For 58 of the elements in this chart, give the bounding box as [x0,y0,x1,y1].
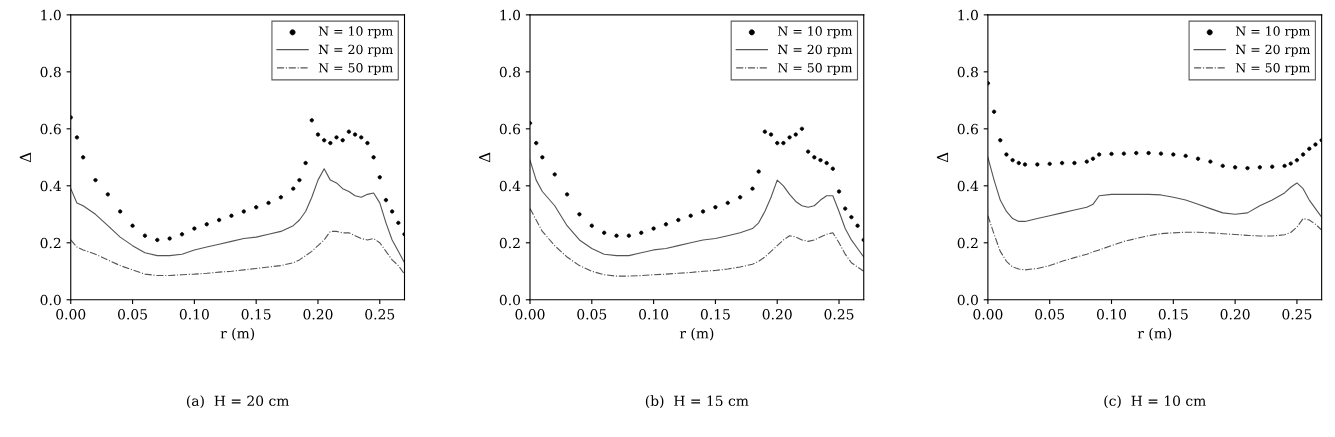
x-tick-label: 0.10 [1096,309,1127,320]
y-tick-label: 0.0 [40,294,61,306]
y-tick-label: 1.0 [958,9,978,21]
text: (b) H = 15 cm [645,395,749,409]
x-tick-label: 0.20 [1220,309,1250,320]
y-tick-label: 1.0 [500,9,521,21]
line-series [70,168,405,264]
legend-label: N = 50 rpm [778,63,853,75]
x-tick-label: 0.25 [365,309,395,320]
x-tick-label: 0.20 [762,309,792,320]
line-series [529,208,864,277]
x-tick-label: 0.05 [577,309,607,320]
y-tick-label: 0.2 [499,237,520,249]
y-axis-title: Δ [936,152,949,163]
y-tick-label: 0.0 [957,294,978,306]
legend-label: N = 20 rpm [1235,44,1311,57]
y-tick-label: 0.0 [499,294,521,306]
y-tick-label: 0.4 [499,180,521,192]
legend-label: N = 10 rpm [1235,26,1311,39]
y-tick-label: 0.8 [499,66,521,78]
y-tick-label: 0.4 [957,180,979,192]
x-tick-label: 0.00 [515,309,545,320]
legend-label: N = 10 rpm [318,26,393,39]
legend-label: N = 20 rpm [778,44,853,57]
x-axis-title: r (m) [220,327,255,341]
legend-label: N = 20 rpm [318,44,393,57]
x-tick-label: 0.10 [639,309,669,320]
y-tick-label: 1.0 [41,9,61,21]
y-tick-label: 0.2 [957,237,978,249]
legend-label: N = 50 rpm [318,63,393,75]
x-tick-label: 0.25 [1282,309,1312,320]
x-tick-label: 0.00 [973,309,1003,320]
text: (a) H = 20 cm [186,395,290,409]
y-axis-title: Δ [479,152,491,163]
y-axis-title: Δ [19,152,31,163]
x-tick-label: 0.15 [700,309,730,320]
line-series [987,215,1322,271]
y-tick-label: 0.2 [40,237,61,249]
y-tick-label: 0.4 [40,180,62,192]
x-axis-title: r (m) [679,327,714,341]
y-tick-label: 0.6 [40,123,61,135]
y-tick-label: 0.8 [40,66,61,78]
y-tick-label: 0.6 [499,123,521,135]
y-tick-label: 0.6 [957,123,978,135]
legend-label: N = 50 rpm [1235,63,1311,75]
line-series [70,230,405,277]
x-tick-label: 0.20 [303,309,333,320]
x-tick-label: 0.05 [118,309,147,320]
x-tick-label: 0.15 [1158,309,1188,320]
x-tick-label: 0.15 [241,309,271,320]
x-tick-label: 0.05 [1035,309,1065,320]
x-tick-label: 0.10 [179,309,209,320]
y-tick-label: 0.8 [957,66,978,78]
x-axis-title: r (m) [1137,327,1172,341]
text: (c) H = 10 cm [1104,395,1206,409]
x-tick-label: 0.00 [56,309,86,320]
x-tick-label: 0.25 [824,309,854,320]
legend-label: N = 10 rpm [778,26,853,39]
